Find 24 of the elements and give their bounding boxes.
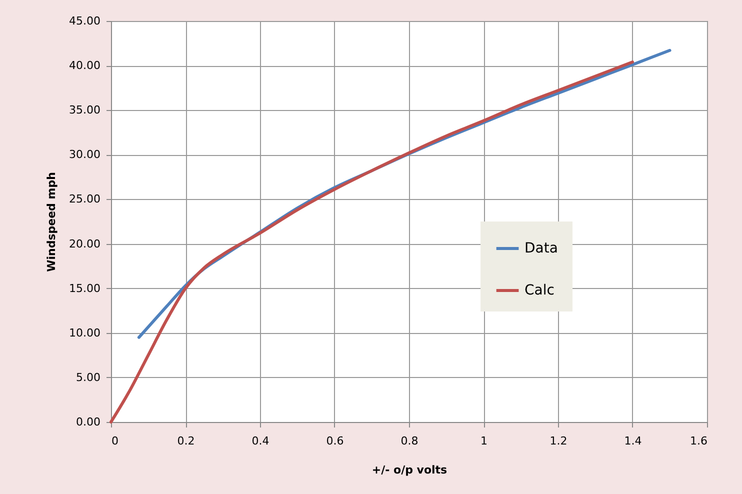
legend-label: Calc xyxy=(524,282,554,298)
x-tick-label: 0.8 xyxy=(400,434,418,448)
y-tick-label: 15.00 xyxy=(69,282,100,295)
line-series xyxy=(110,60,634,424)
y-tick-label: 35.00 xyxy=(69,104,100,117)
x-axis-title: +/- o/p volts xyxy=(372,464,448,476)
y-tick-label: 25.00 xyxy=(69,192,100,206)
x-tick-label: 1.4 xyxy=(624,434,642,448)
x-tick-label: 1.6 xyxy=(690,434,708,448)
y-tick-label: 45.00 xyxy=(69,14,100,28)
x-tick-label: 0.6 xyxy=(326,434,344,448)
y-tick-label: 0.00 xyxy=(76,416,100,428)
y-tick-label: 10.00 xyxy=(69,326,100,340)
x-tick-label: 1.2 xyxy=(550,434,568,448)
x-tick-label: 0.2 xyxy=(177,434,195,448)
y-axis-title: Windspeed mph xyxy=(45,172,58,272)
x-tick-label: 1 xyxy=(480,434,488,448)
y-tick-label: 20.00 xyxy=(69,237,100,250)
y-tick-label: 40.00 xyxy=(69,59,100,72)
legend-label: Data xyxy=(524,240,558,256)
x-tick-label: 0.4 xyxy=(252,434,270,448)
y-tick-label: 5.00 xyxy=(76,370,100,384)
x-tick-label: 0 xyxy=(112,434,118,448)
y-tick-label: 30.00 xyxy=(69,148,100,162)
